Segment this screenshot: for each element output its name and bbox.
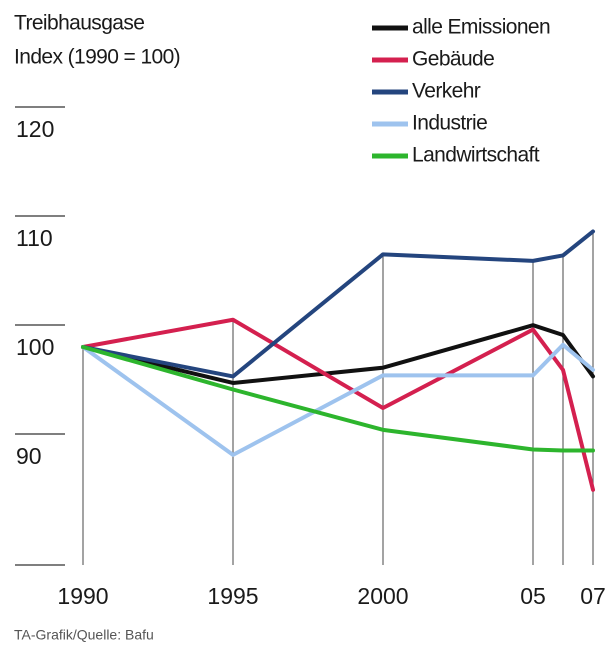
series-line [81, 317, 595, 492]
y-tick-label: 100 [16, 334, 54, 360]
series-line [81, 342, 595, 457]
legend-label: Industrie [412, 112, 487, 135]
y-tick-label: 110 [16, 225, 53, 251]
legend-label: Gebäude [412, 48, 494, 71]
series-line [81, 323, 595, 385]
series-line [81, 229, 595, 379]
chart-subtitle: Index (1990 = 100) [14, 46, 180, 69]
x-tick-label: 1990 [57, 583, 108, 609]
x-tick-label: 05 [520, 583, 546, 609]
legend-label: alle Emissionen [412, 16, 550, 39]
source: TA-Grafik/Quelle: Bafu [14, 627, 154, 643]
legend-label: Verkehr [412, 80, 481, 103]
chart-title: Treibhausgase [14, 12, 144, 35]
series-line [81, 345, 595, 453]
y-tick-label: 120 [16, 116, 54, 142]
x-tick-label: 07 [580, 583, 606, 609]
x-tick-label: 1995 [207, 583, 258, 609]
legend-label: Landwirtschaft [412, 144, 540, 167]
y-tick-label: 90 [16, 443, 42, 469]
x-tick-label: 2000 [357, 583, 408, 609]
